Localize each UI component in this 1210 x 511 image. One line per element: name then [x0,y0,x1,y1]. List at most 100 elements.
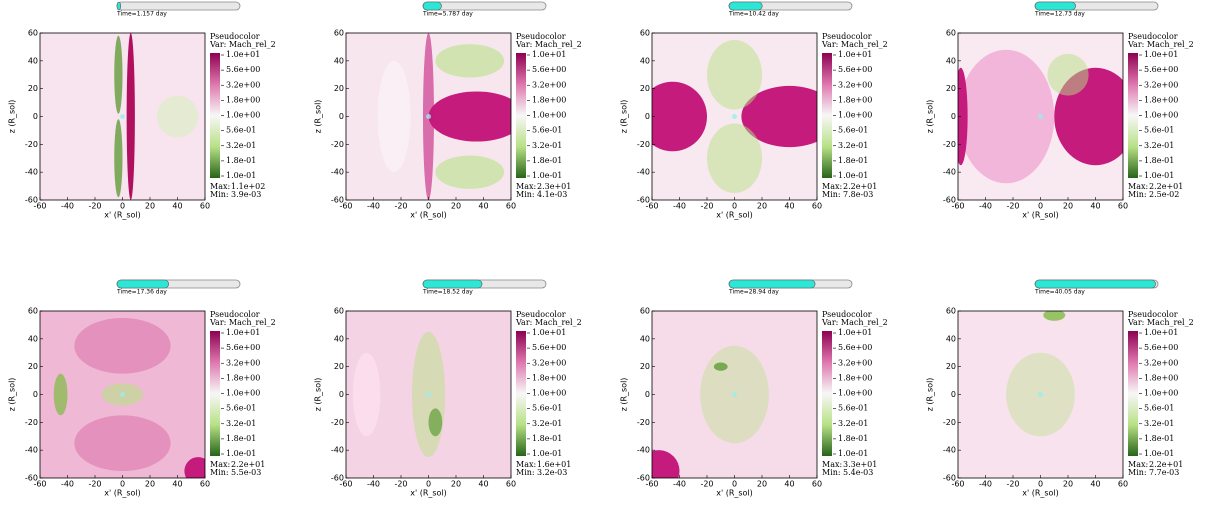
min-label: Min: [516,468,535,477]
legend-variable: Var: Mach_rel_2 [515,40,582,49]
binary-marker [120,114,125,119]
colorbar-label: 3.2e-01 [532,419,562,428]
y-tick-label: -40 [331,168,344,177]
binary-marker [426,392,431,397]
x-axis-label: x' (R_sol) [410,211,447,220]
flow-region [54,374,68,416]
colorbar-label: 5.6e+00 [838,65,872,74]
colorbar-label: 1.8e+00 [1144,373,1178,382]
colorbar-label: 1.0e+00 [1144,111,1178,120]
x-tick-label: -20 [88,480,101,489]
x-tick-label: 60 [812,480,822,489]
y-tick-label: 60 [334,29,344,38]
colorbar-label: 1.8e-01 [838,156,868,165]
y-tick-label: 20 [640,362,650,371]
time-slider-fill [1035,2,1076,10]
x-tick-label: 40 [478,202,488,211]
min-label: Min: [1128,468,1147,477]
time-slider-fill [117,2,121,10]
legend-variable: Var: Mach_rel_2 [209,40,276,49]
colorbar [516,331,526,456]
x-tick-label: 20 [1063,480,1073,489]
y-tick-label: -60 [25,196,38,205]
colorbar-label: 3.2e+00 [838,80,872,89]
flow-region [429,408,443,436]
min-label: Min: [210,190,229,199]
x-tick-label: -20 [1006,202,1019,211]
y-axis-label: z (R_sol) [620,378,629,412]
colorbar-label: 1.0e+00 [1144,389,1178,398]
min-value: 5.5e-03 [231,468,261,477]
x-axis-label: x' (R_sol) [716,489,753,498]
y-tick-label: -20 [331,140,344,149]
colorbar-label: 3.2e+00 [226,80,260,89]
y-tick-label: 0 [339,112,344,121]
time-slider-fill [423,280,482,288]
flow-region [1047,54,1088,96]
colorbar-label: 1.0e-01 [838,449,868,458]
colorbar-label: 3.2e-01 [226,141,256,150]
y-axis-label: z (R_sol) [314,100,323,134]
y-axis-label: z (R_sol) [926,378,935,412]
colorbar-label: 5.6e+00 [532,65,566,74]
y-tick-label: 40 [946,56,956,65]
colorbar-label: 3.2e+00 [1144,358,1178,367]
colorbar-label: 5.6e-01 [226,404,256,413]
colorbar-label: 5.6e-01 [532,126,562,135]
y-tick-label: 0 [951,112,956,121]
min-label: Min: [822,468,841,477]
x-tick-label: 0 [1038,202,1043,211]
flow-region [707,123,762,193]
y-tick-label: 20 [28,84,38,93]
time-slider-fill [423,2,441,10]
colorbar-label: 1.8e+00 [532,373,566,382]
colorbar-label: 1.0e+00 [226,111,260,120]
y-tick-label: 40 [640,334,650,343]
x-tick-label: 0 [426,480,431,489]
y-tick-label: -60 [637,474,650,483]
y-axis-label: z (R_sol) [620,100,629,134]
min-value: 5.4e-03 [843,468,873,477]
colorbar-label: 1.0e+00 [532,111,566,120]
y-tick-label: 60 [28,307,38,316]
y-tick-label: 40 [946,334,956,343]
colorbar-label: 5.6e+00 [1144,65,1178,74]
binary-marker [732,114,737,119]
colorbar-label: 1.8e-01 [226,434,256,443]
x-tick-label: 60 [200,202,210,211]
x-tick-label: 40 [172,202,182,211]
colorbar-label: 5.6e-01 [838,126,868,135]
flow-region [157,96,198,138]
min-label: Min: [822,190,841,199]
colorbar [516,53,526,178]
y-tick-label: -60 [943,474,956,483]
colorbar-label: 3.2e-01 [838,419,868,428]
y-tick-label: 60 [28,29,38,38]
colorbar-label: 3.2e-01 [838,141,868,150]
colorbar [822,53,832,178]
colorbar-label: 5.6e+00 [532,343,566,352]
figure: Time=1.157 day-60-40-2002040606040200-20… [0,0,1210,507]
flow-region [435,44,504,77]
colorbar-label: 5.6e-01 [838,404,868,413]
x-tick-label: 40 [478,480,488,489]
colorbar-label: 1.0e+01 [532,50,566,59]
colorbar-label: 1.8e+00 [838,95,872,104]
y-tick-label: 40 [640,56,650,65]
y-tick-label: -20 [25,140,38,149]
x-tick-label: 20 [145,480,155,489]
y-tick-label: -20 [637,418,650,427]
x-axis-label: x' (R_sol) [410,489,447,498]
time-label: Time=28.94 day [728,289,779,296]
x-axis-label: x' (R_sol) [104,489,141,498]
legend-variable: Var: Mach_rel_2 [209,318,276,327]
x-tick-label: -20 [1006,480,1019,489]
y-tick-label: 20 [946,84,956,93]
colorbar [1128,53,1138,178]
binary-marker [426,114,431,119]
y-tick-label: -20 [331,418,344,427]
colorbar-label: 1.8e-01 [226,156,256,165]
flow-region [74,318,170,374]
y-tick-label: 20 [640,84,650,93]
y-tick-label: 0 [645,390,650,399]
